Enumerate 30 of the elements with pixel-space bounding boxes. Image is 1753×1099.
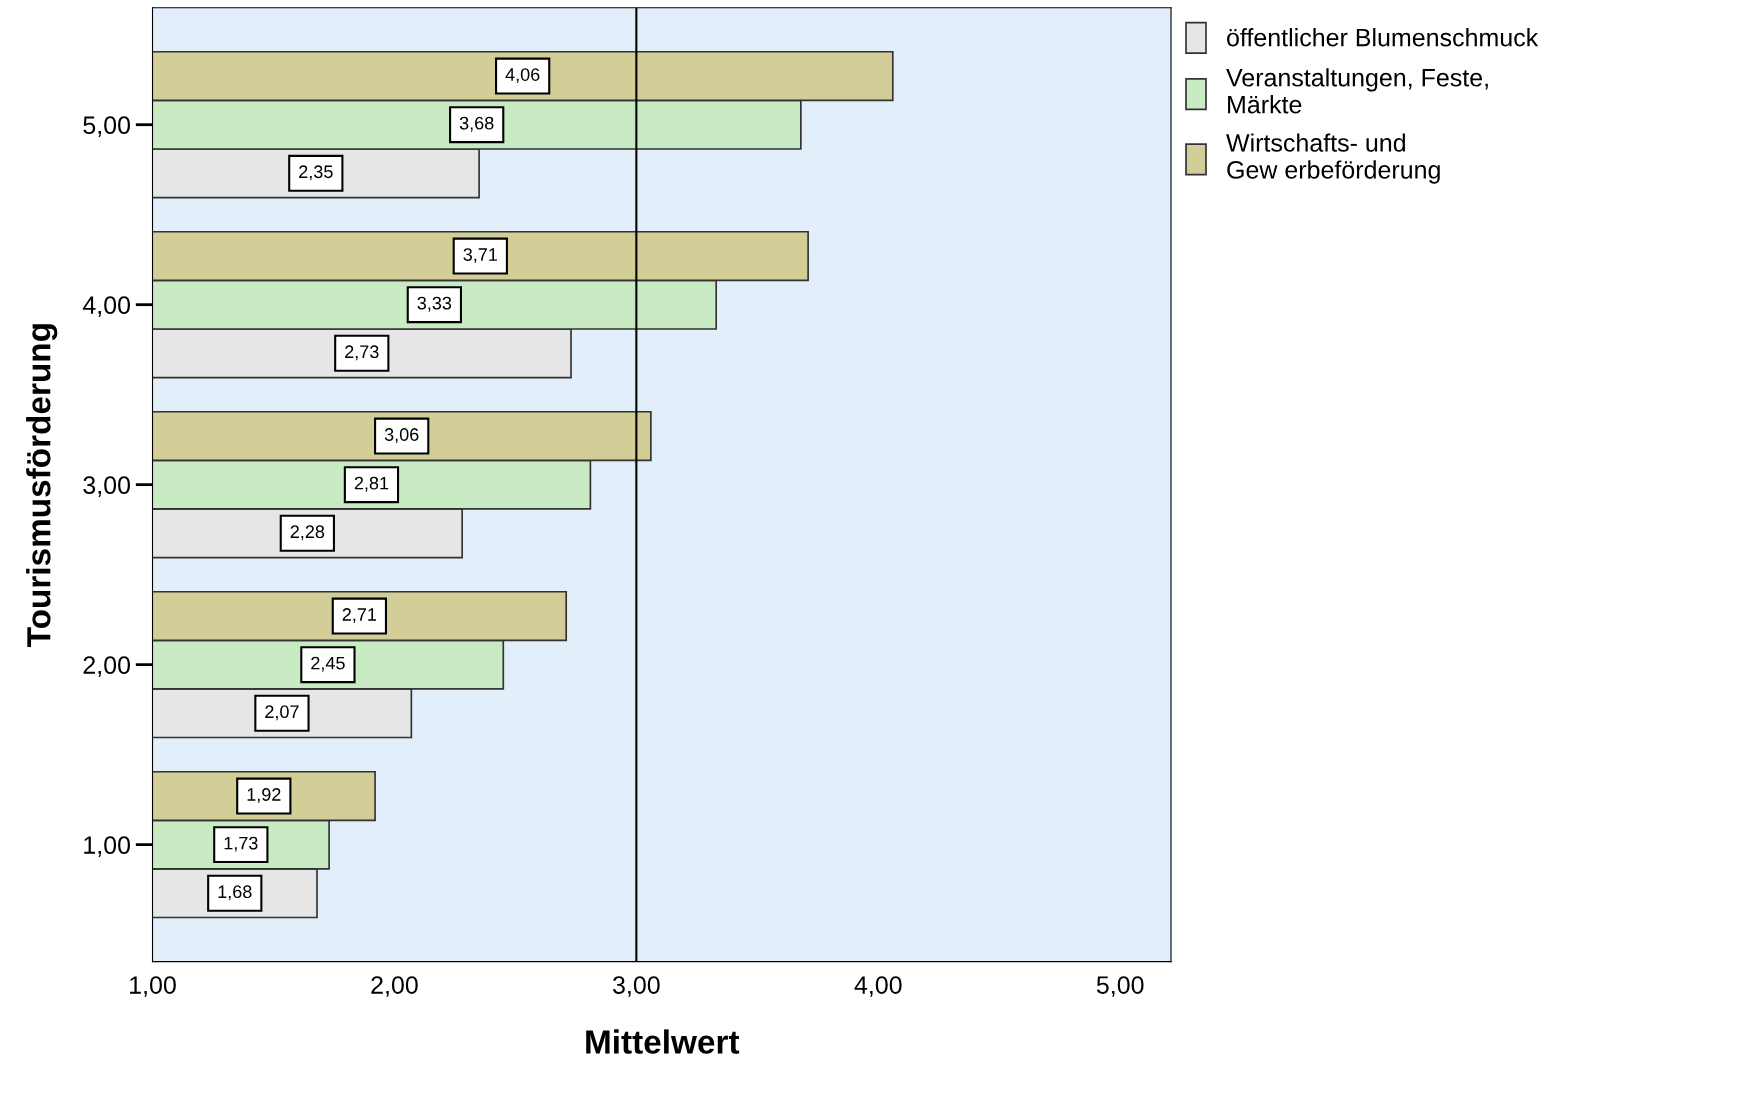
- data-label: 3,06: [384, 428, 419, 444]
- legend-label: Wirtschafts- und Gew erbeförderung: [1226, 133, 1440, 184]
- data-label: 2,45: [311, 656, 345, 672]
- y-tick-label: 4,00: [82, 296, 131, 317]
- x-tick-label: 1,00: [130, 976, 176, 997]
- x-tick-label: 2,00: [371, 976, 418, 997]
- legend-label: Veranstaltungen, Feste, Märkte: [1226, 68, 1488, 114]
- data-label: 4,06: [505, 68, 540, 84]
- y-tick-label: 1,00: [84, 836, 131, 857]
- data-label: 3,33: [417, 296, 452, 312]
- x-tick-label: 5,00: [1096, 976, 1144, 997]
- y-axis-title: Tourismusförderung: [26, 324, 58, 647]
- data-label: 2,28: [290, 525, 325, 541]
- data-label: 2,07: [265, 705, 299, 721]
- x-tick-label: 4,00: [854, 976, 902, 997]
- data-label: 3,71: [463, 248, 498, 264]
- data-label: 2,35: [299, 165, 333, 181]
- legend-label: öffentlicher Blumenschmuck: [1227, 28, 1539, 47]
- x-axis-title: Mittelwert: [586, 1029, 740, 1054]
- data-label: 1,92: [247, 788, 281, 804]
- data-label: 1,68: [218, 885, 252, 901]
- x-tick-label: 3,00: [612, 976, 660, 997]
- y-tick-label: 3,00: [83, 476, 131, 497]
- data-label: 2,71: [342, 608, 377, 624]
- data-label: 2,73: [345, 345, 379, 361]
- data-label: 3,68: [459, 116, 494, 132]
- y-tick-label: 5,00: [83, 116, 131, 137]
- data-label: 2,81: [354, 476, 389, 492]
- y-tick-label: 2,00: [83, 656, 131, 677]
- data-label: 1,73: [224, 836, 258, 852]
